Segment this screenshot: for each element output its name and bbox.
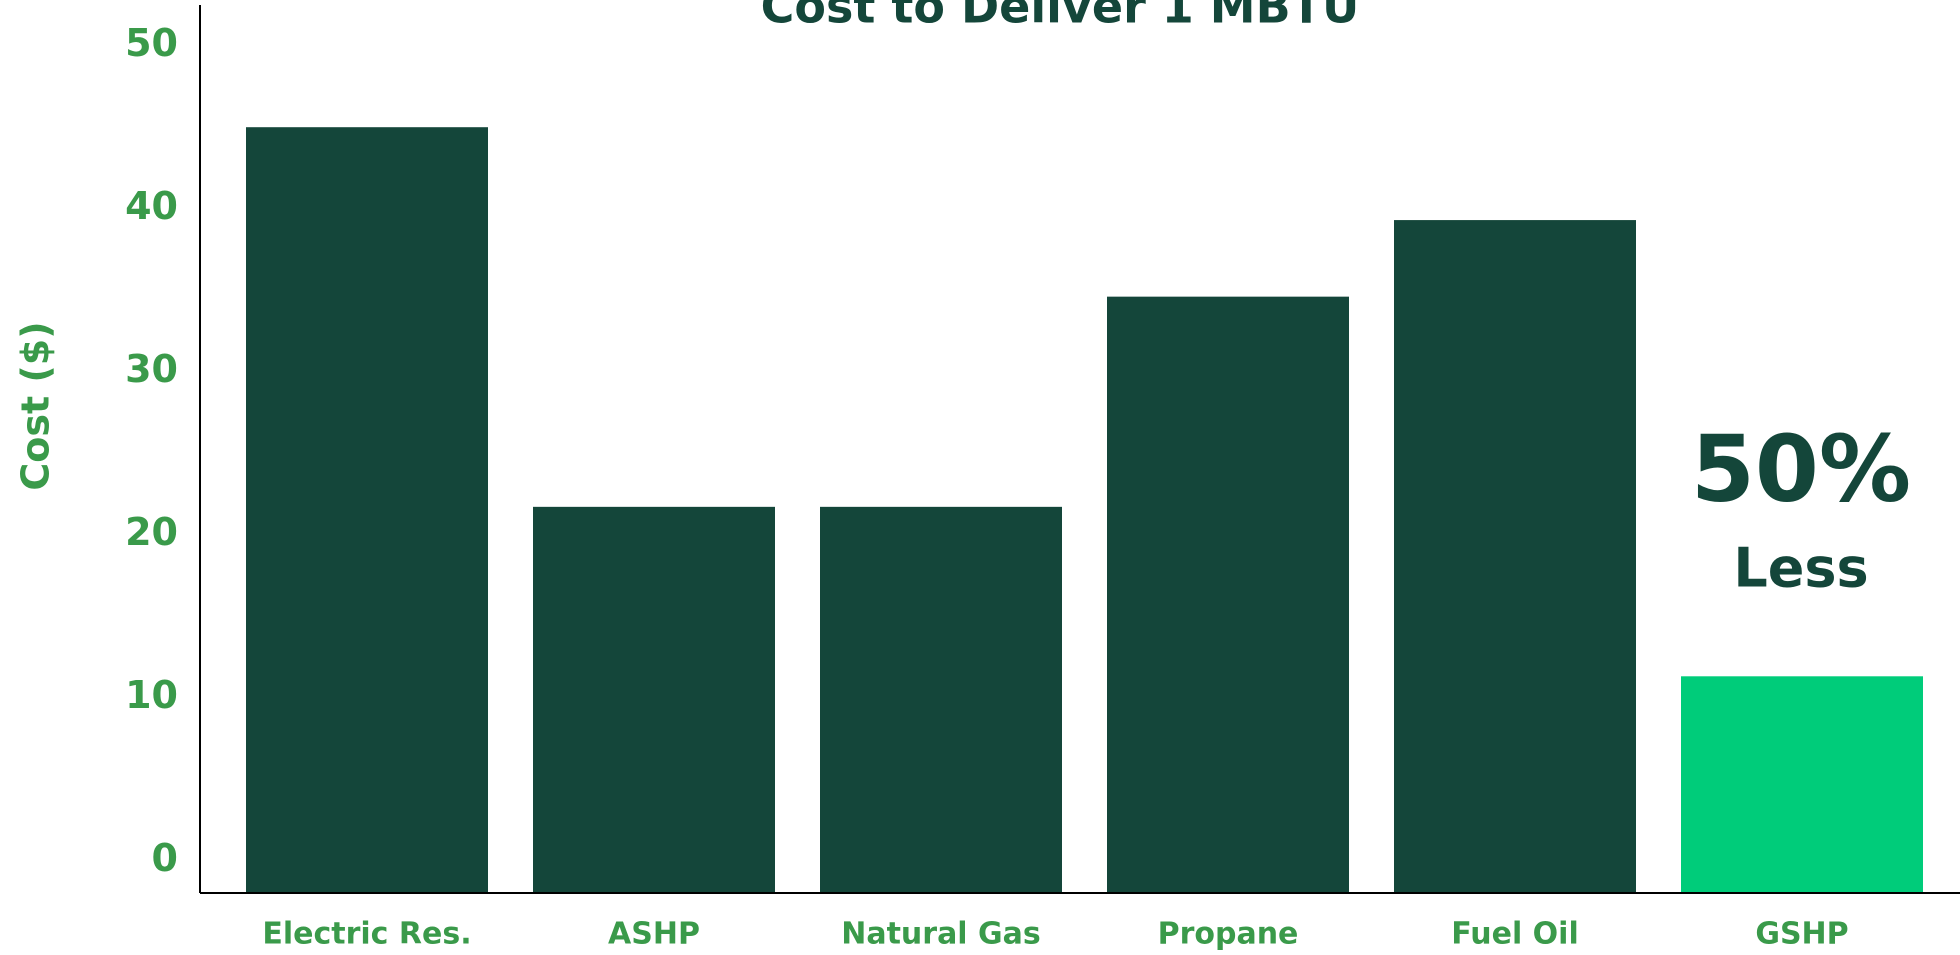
annotation: Less: [1733, 537, 1868, 600]
y-tick-label: 20: [125, 510, 178, 554]
x-tick-label: Natural Gas: [841, 917, 1041, 952]
y-axis-label: Cost ($): [14, 321, 58, 490]
bar: [1681, 676, 1923, 893]
chart-title: Cost to Deliver 1 MBTU: [761, 0, 1360, 34]
bar: [533, 506, 775, 893]
y-tick-label: 10: [125, 673, 178, 717]
y-tick-label: 40: [125, 184, 178, 228]
y-tick-label: 30: [125, 347, 178, 391]
x-tick-label: Electric Res.: [262, 917, 471, 952]
y-tick-label: 50: [125, 21, 178, 65]
bar: [1394, 220, 1636, 894]
y-tick-label: 0: [152, 836, 178, 880]
x-tick-label: Propane: [1158, 917, 1299, 952]
bar: [246, 127, 488, 893]
x-tick-label: GSHP: [1755, 917, 1848, 952]
annotation: 50%: [1691, 415, 1911, 522]
bar: [1107, 296, 1349, 894]
x-tick-label: Fuel Oil: [1451, 917, 1579, 952]
bar: [820, 506, 1062, 893]
x-tick-label: ASHP: [608, 917, 700, 952]
